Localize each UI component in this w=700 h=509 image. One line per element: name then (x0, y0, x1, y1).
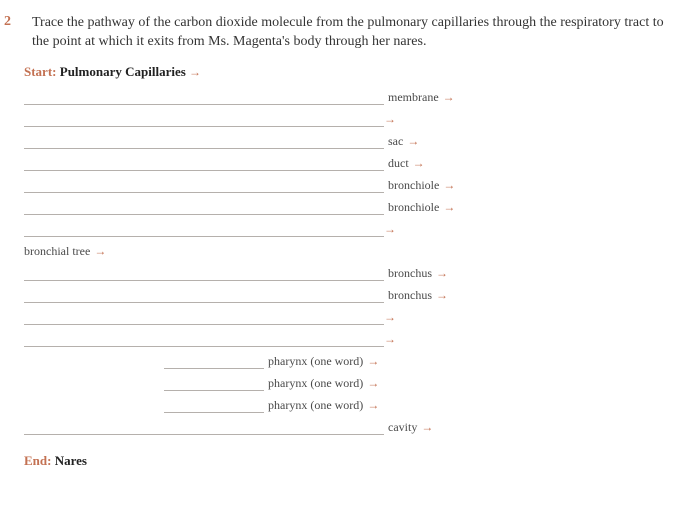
fill-in-blank[interactable] (164, 398, 264, 413)
pathway-row: → (24, 332, 678, 347)
fill-in-blank[interactable] (24, 90, 384, 105)
end-line: End: Nares (24, 453, 678, 469)
pathway-row: duct→ (24, 156, 678, 171)
fill-in-blank[interactable] (164, 376, 264, 391)
fill-in-blank[interactable] (164, 354, 264, 369)
pathway-row: pharynx (one word)→ (24, 376, 678, 391)
arrow-icon: → (443, 178, 455, 193)
start-label: Start: (24, 64, 57, 79)
arrow-icon: → (384, 112, 396, 127)
arrow-icon: → (443, 200, 455, 215)
arrow-icon: → (94, 244, 106, 259)
fill-in-blank[interactable] (24, 112, 384, 127)
fill-in-blank[interactable] (24, 420, 384, 435)
pathway-row: bronchus→ (24, 266, 678, 281)
pathway-row: bronchiole→ (24, 178, 678, 193)
fill-in-blank[interactable] (24, 200, 384, 215)
arrow-icon: → (367, 376, 379, 391)
fill-in-blank[interactable] (24, 332, 384, 347)
pathway-row: bronchial tree→ (24, 244, 678, 259)
row-tail-label: pharynx (one word) (264, 354, 367, 369)
pathway-row: → (24, 222, 678, 237)
end-value: Nares (55, 453, 87, 468)
worksheet-page: 2 Trace the pathway of the carbon dioxid… (0, 0, 700, 487)
row-tail-label: cavity (384, 420, 421, 435)
arrow-icon: → (436, 288, 448, 303)
row-tail-label: pharynx (one word) (264, 376, 367, 391)
arrow-icon: → (421, 420, 433, 435)
arrow-icon: → (367, 398, 379, 413)
row-tail-label: duct (384, 156, 413, 171)
row-tail-label: pharynx (one word) (264, 398, 367, 413)
fill-in-blank[interactable] (24, 288, 384, 303)
pathway-row: pharynx (one word)→ (24, 354, 678, 369)
pathway-row: pharynx (one word)→ (24, 398, 678, 413)
pathway-row: → (24, 310, 678, 325)
fill-in-blank[interactable] (24, 222, 384, 237)
fill-in-blank[interactable] (24, 156, 384, 171)
row-tail-label: bronchus (384, 266, 436, 281)
arrow-icon: → (407, 134, 419, 149)
fill-in-blank[interactable] (24, 266, 384, 281)
arrow-icon: → (384, 310, 396, 325)
arrow-icon: → (443, 90, 455, 105)
pathway-row: sac→ (24, 134, 678, 149)
fill-in-blank[interactable] (24, 134, 384, 149)
row-lead-label: bronchial tree (24, 244, 94, 259)
row-tail-label: bronchiole (384, 178, 443, 193)
arrow-icon: → (384, 222, 396, 237)
start-value: Pulmonary Capillaries (60, 64, 186, 79)
arrow-icon: → (367, 354, 379, 369)
end-label: End: (24, 453, 51, 468)
pathway-row: cavity→ (24, 420, 678, 435)
arrow-icon: → (189, 65, 201, 80)
pathway-row: → (24, 112, 678, 127)
pathway-row: bronchiole→ (24, 200, 678, 215)
row-tail-label: sac (384, 134, 407, 149)
fill-in-blank[interactable] (24, 310, 384, 325)
arrow-icon: → (384, 332, 396, 347)
start-line: Start: Pulmonary Capillaries → (24, 64, 678, 80)
fill-in-blank[interactable] (24, 178, 384, 193)
instruction-text: Trace the pathway of the carbon dioxide … (32, 14, 678, 52)
row-tail-label: membrane (384, 90, 443, 105)
question-number: 2 (4, 14, 11, 30)
arrow-icon: → (413, 156, 425, 171)
pathway-blanks: membrane→→sac→duct→bronchiole→bronchiole… (24, 90, 678, 435)
arrow-icon: → (436, 266, 448, 281)
pathway-row: bronchus→ (24, 288, 678, 303)
row-tail-label: bronchus (384, 288, 436, 303)
pathway-row: membrane→ (24, 90, 678, 105)
row-tail-label: bronchiole (384, 200, 443, 215)
